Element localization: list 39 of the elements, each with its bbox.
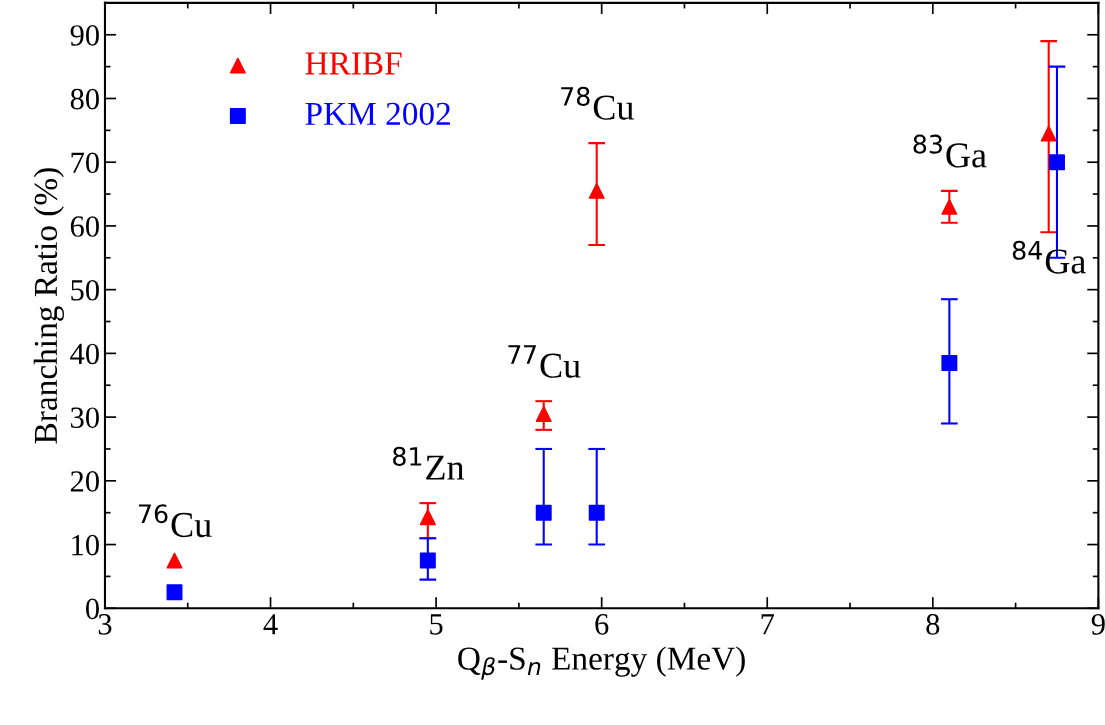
y-axis-title: Branching Ratio (%) — [33, 168, 64, 444]
annotation: $^{84}$Ga — [1012, 240, 1086, 274]
x-tick-label: 9 — [1091, 614, 1105, 635]
point — [1040, 125, 1057, 142]
y-tick-label: 30 — [71, 407, 99, 429]
annotation: $^{77}$Cu — [508, 345, 581, 378]
point — [941, 354, 958, 371]
y-tick-label: 0 — [86, 598, 99, 620]
point — [535, 504, 552, 521]
annotation: $^{76}$Cu — [139, 504, 212, 538]
y-tick-label: 40 — [70, 343, 99, 365]
y-tick-label: 10 — [72, 534, 99, 556]
point — [166, 552, 183, 569]
x-tick-label: 8 — [926, 614, 940, 635]
annotation: $^{78}$Cu — [561, 86, 634, 120]
annotation: $^{81}$Zn — [393, 446, 465, 480]
x-tick-label: 5 — [430, 614, 443, 635]
x-tick-label: 7 — [761, 614, 774, 635]
x-tick-label: 3 — [98, 614, 112, 635]
point — [1049, 154, 1065, 171]
y-tick-label: 60 — [70, 216, 99, 237]
point — [166, 584, 183, 601]
legend-label: HRIBF — [305, 52, 402, 75]
point — [535, 405, 552, 422]
point — [941, 198, 958, 215]
point — [419, 509, 436, 526]
y-tick-label: 90 — [70, 25, 99, 46]
annotation: $^{83}$Ga — [913, 134, 987, 168]
x-axis-title: Q$_{β}$-S$_{n}$ Energy (MeV) — [458, 646, 745, 680]
x-tick-label: 4 — [263, 614, 278, 635]
y-tick-label: 80 — [70, 88, 99, 110]
x-tick-label: 6 — [595, 614, 609, 635]
y-tick-label: 20 — [70, 471, 99, 492]
legend-label: PKM 2002 — [305, 102, 450, 126]
y-tick-label: 70 — [71, 152, 99, 174]
point — [588, 504, 605, 521]
point — [588, 182, 605, 199]
point — [419, 552, 436, 569]
y-tick-label: 50 — [71, 279, 99, 301]
